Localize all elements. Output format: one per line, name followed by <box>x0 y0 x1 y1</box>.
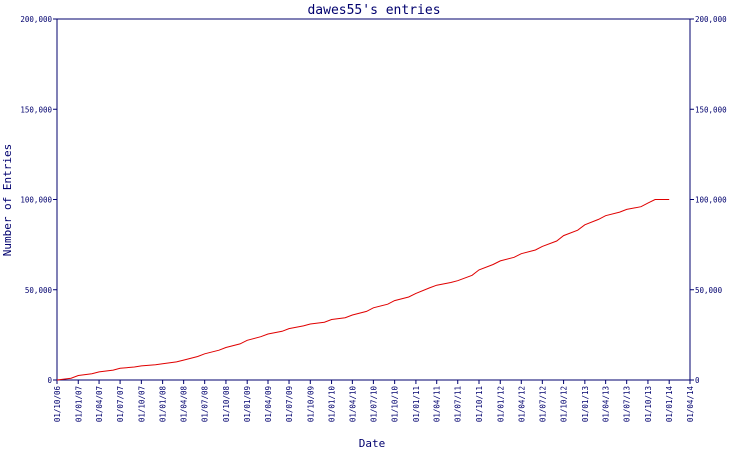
x-tick-label: 01/10/10 <box>391 386 400 423</box>
x-tick-label: 01/01/10 <box>328 386 337 423</box>
x-tick-label: 01/04/14 <box>686 386 695 423</box>
x-tick-label: 01/10/11 <box>475 386 484 422</box>
x-tick-label: 01/01/11 <box>412 386 421 422</box>
x-tick-label: 01/10/07 <box>137 386 146 422</box>
x-tick-label: 01/04/08 <box>180 386 189 423</box>
x-tick-label: 01/04/12 <box>517 386 526 422</box>
x-tick-label: 01/10/06 <box>53 386 62 423</box>
x-tick-label: 01/10/12 <box>560 386 569 422</box>
x-tick-label: 01/04/09 <box>264 386 273 422</box>
x-axis-title: Date <box>359 437 386 450</box>
x-tick-label: 01/07/12 <box>538 386 547 422</box>
y-axis-right: 0 50,000 100,000 150,000 200,000 <box>690 15 727 385</box>
x-tick-label: 01/07/11 <box>454 386 463 422</box>
x-tick-label: 01/01/07 <box>74 386 83 422</box>
y-tick-label-left: 50,000 <box>25 286 53 295</box>
x-tick-label: 01/04/07 <box>95 386 104 422</box>
x-tick-label: 01/01/12 <box>496 386 505 422</box>
y-tick-label-right: 150,000 <box>695 105 727 114</box>
y-axis-left: 0 50,000 100,000 150,000 200,000 <box>20 15 57 385</box>
x-tick-label: 01/10/13 <box>644 386 653 422</box>
x-tick-label: 01/01/08 <box>159 386 168 423</box>
x-tick-label: 01/01/14 <box>665 386 674 423</box>
y-tick-label-left: 0 <box>47 376 52 385</box>
x-tick-label: 01/07/10 <box>369 386 378 423</box>
x-tick-label: 01/10/09 <box>306 386 315 422</box>
x-tick-label: 01/10/08 <box>222 386 231 423</box>
y-tick-label-left: 100,000 <box>20 196 52 205</box>
x-tick-label: 01/04/10 <box>348 386 357 423</box>
x-tick-label: 01/07/09 <box>285 386 294 422</box>
y-tick-label-left: 150,000 <box>20 105 52 114</box>
x-tick-label: 01/07/13 <box>623 386 632 422</box>
y-tick-label-right: 100,000 <box>695 196 727 205</box>
series-group <box>56 199 670 381</box>
y-tick-label-left: 200,000 <box>20 15 52 24</box>
y-tick-label-right: 200,000 <box>695 15 727 24</box>
series-line <box>56 199 670 381</box>
x-tick-label: 01/07/07 <box>116 386 125 422</box>
plot-frame <box>56 18 691 381</box>
x-tick-label: 01/04/11 <box>433 386 442 422</box>
x-tick-label: 01/01/09 <box>243 386 252 422</box>
x-tick-label: 01/04/13 <box>602 386 611 422</box>
y-tick-label-right: 0 <box>695 376 700 385</box>
x-tick-label: 01/01/13 <box>581 386 590 422</box>
chart-title: dawes55's entries <box>307 3 440 18</box>
y-tick-label-right: 50,000 <box>695 286 723 295</box>
y-axis-title: Number of Entries <box>1 144 14 257</box>
x-tick-label: 01/07/08 <box>201 386 210 423</box>
x-axis: 01/10/06 01/01/07 01/04/07 01/07/07 01/10/07… <box>53 380 695 422</box>
